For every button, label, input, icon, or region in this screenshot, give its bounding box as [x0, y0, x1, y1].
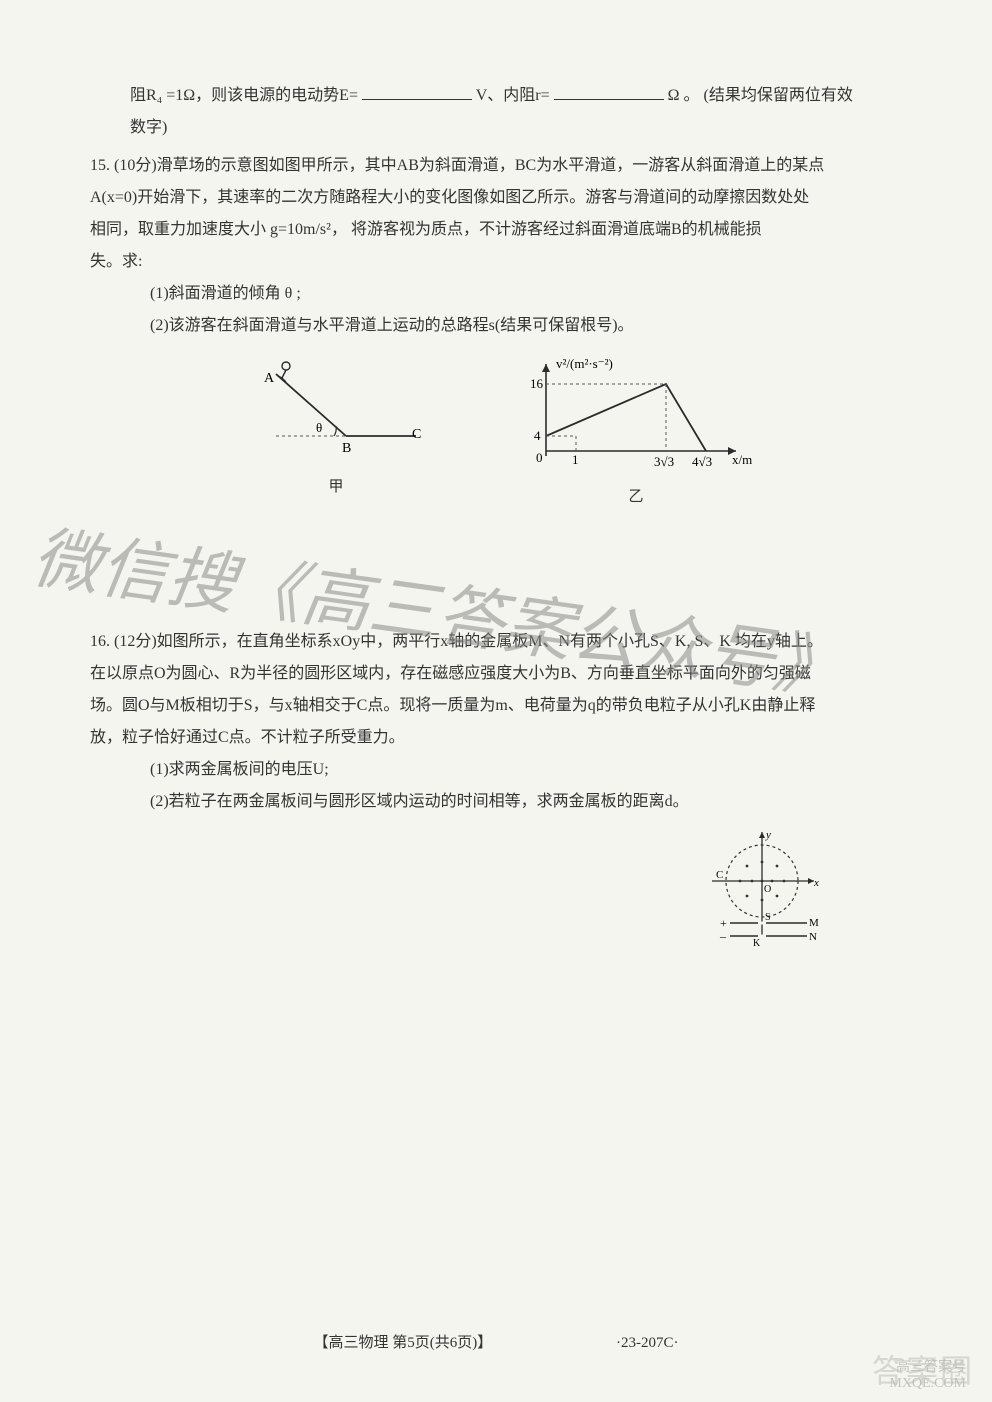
label-C: C — [412, 427, 421, 442]
fig-yi: v²/(m²·s⁻²) x/m 16 4 0 1 3√3 4√3 — [516, 356, 756, 476]
ytick-0: 0 — [536, 450, 543, 465]
label-C: C — [716, 869, 723, 881]
corner-sub: 高三答案号 MXQE.COM — [889, 1356, 966, 1392]
q15-figures: A B C θ 甲 v²/(m²·s⁻²) x/m 16 4 0 1 — [90, 356, 902, 506]
label-x: x — [813, 877, 819, 889]
q16-l4: 放，粒子恰好通过C点。不计粒子所受重力。 — [90, 722, 902, 754]
label-theta: θ — [316, 420, 322, 435]
q14-text1: 阻R₄ =1Ω，则该电源的电动势E= — [130, 87, 358, 104]
fig-q16: x y O C S K M N + – — [702, 826, 822, 956]
xtick-4r3: 4√3 — [692, 454, 712, 469]
q14-text3: Ω 。 (结果均保留两位有效 — [668, 87, 853, 104]
q15-sub2: (2)该游客在斜面滑道与水平滑道上运动的总路程s(结果可保留根号)。 — [90, 310, 902, 342]
q15-sub1: (1)斜面滑道的倾角 θ ; — [90, 278, 902, 310]
q14-line2: 数字) — [90, 112, 902, 144]
label-K: K — [753, 938, 761, 949]
fig-jia-caption: 甲 — [236, 475, 436, 496]
xtick-3r3: 3√3 — [654, 454, 674, 469]
q14-blank-E[interactable] — [362, 84, 472, 100]
xtick-1: 1 — [572, 452, 579, 467]
fig-yi-wrap: v²/(m²·s⁻²) x/m 16 4 0 1 3√3 4√3 乙 — [516, 356, 756, 506]
q14-cont: 阻R₄ =1Ω，则该电源的电动势E= V、内阻r= Ω 。 (结果均保留两位有效 — [90, 80, 902, 112]
ytick-16: 16 — [530, 376, 544, 391]
label-minus: – — [719, 929, 727, 943]
label-y: y — [765, 829, 771, 841]
yaxis-label: v²/(m²·s⁻²) — [556, 356, 613, 371]
q16-sub1: (1)求两金属板间的电压U; — [90, 754, 902, 786]
q15-l2: A(x=0)开始滑下，其速率的二次方随路程大小的变化图像如图乙所示。游客与滑道间… — [90, 182, 902, 214]
label-N: N — [809, 931, 817, 943]
fig-yi-caption: 乙 — [516, 485, 756, 506]
label-B: B — [342, 441, 351, 456]
footer-code: ·23-207C· — [616, 1335, 679, 1352]
label-S: S — [765, 912, 771, 923]
q15-l4: 失。求: — [90, 246, 902, 278]
label-M: M — [809, 917, 819, 929]
q16-fig-wrap: x y O C S K M N + – — [90, 826, 902, 956]
q16-l3: 场。圆O与M板相切于S，与x轴相交于C点。现将一质量为m、电荷量为q的带负电粒子… — [90, 690, 902, 722]
xaxis-label: x/m — [732, 452, 752, 467]
label-O: O — [764, 884, 771, 895]
fig-jia-wrap: A B C θ 甲 — [236, 356, 436, 506]
q16-sub2: (2)若粒子在两金属板间与圆形区域内运动的时间相等，求两金属板的距离d。 — [90, 786, 902, 818]
q16-head: 16. (12分)如图所示，在直角坐标系xOy中，两平行x轴的金属板M、N有两个… — [90, 626, 902, 658]
ytick-4: 4 — [534, 428, 541, 443]
q14-text2: V、内阻r= — [476, 87, 550, 104]
q15-head: 15. (10分)滑草场的示意图如图甲所示，其中AB为斜面滑道，BC为水平滑道，… — [90, 150, 902, 182]
q16-l2: 在以原点O为圆心、R为半径的圆形区域内，存在磁感应强度大小为B、方向垂直坐标平面… — [90, 658, 902, 690]
label-A: A — [264, 371, 275, 386]
page-footer: 【高三物理 第5页(共6页)】 ·23-207C· — [0, 1331, 992, 1352]
q14-blank-r[interactable] — [554, 84, 664, 100]
fig-jia: A B C θ — [236, 356, 436, 466]
q15-l3: 相同，取重力加速度大小 g=10m/s²， 将游客视为质点，不计游客经过斜面滑道… — [90, 214, 902, 246]
footer-center: 【高三物理 第5页(共6页)】 — [314, 1335, 493, 1351]
label-plus: + — [720, 916, 727, 930]
